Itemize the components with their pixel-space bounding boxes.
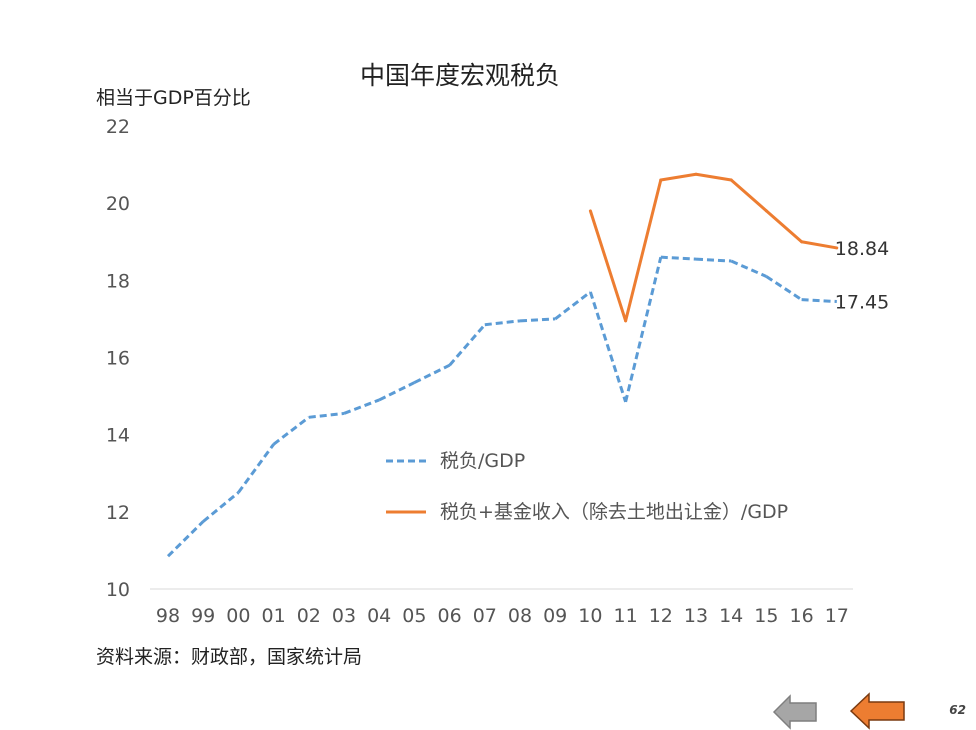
y-tick-label: 14 — [106, 425, 130, 447]
series-1-segment — [729, 178, 768, 213]
series-0-segment — [588, 291, 628, 403]
forward-arrow-button[interactable] — [849, 692, 905, 730]
series-1-segment — [588, 209, 628, 323]
x-tick-label: 08 — [508, 605, 532, 627]
series-0-segment — [202, 491, 240, 523]
legend-label-0: 税负/GDP — [440, 450, 525, 472]
series-1-segment — [694, 172, 733, 182]
x-tick-label: 14 — [719, 605, 743, 627]
y-tick-label: 20 — [106, 193, 130, 215]
x-tick-label: 16 — [790, 605, 814, 627]
x-tick-label: 00 — [226, 605, 250, 627]
x-tick-label: 04 — [367, 605, 391, 627]
x-tick-label: 03 — [332, 605, 356, 627]
series-layer — [166, 172, 839, 558]
back-arrow-icon — [772, 694, 817, 730]
series-1-segment — [764, 209, 804, 244]
legend: 税负/GDP 税负+基金收入（除去土地出让金）/GDP — [386, 450, 788, 523]
page-number: 62 — [949, 703, 966, 717]
series-1-segment — [624, 178, 663, 323]
series-1-segment — [659, 172, 698, 182]
data-label-0: 18.84 — [835, 238, 889, 260]
series-0-segment — [343, 398, 380, 415]
y-axis-ticks: 10 12 14 16 18 20 22 — [106, 116, 130, 601]
series-0-segment — [554, 290, 592, 321]
x-tick-label: 02 — [297, 605, 321, 627]
series-1-segment — [800, 240, 839, 250]
series-0-segment — [166, 520, 205, 558]
series-0-segment — [308, 411, 345, 419]
series-0-segment — [448, 323, 486, 367]
series-0-segment — [378, 381, 416, 402]
series-0-segment — [237, 443, 275, 494]
series-0-segment — [730, 259, 768, 278]
x-tick-label: 06 — [438, 605, 462, 627]
data-label-1: 17.45 — [835, 292, 889, 314]
x-tick-label: 98 — [156, 605, 180, 627]
x-tick-label: 17 — [825, 605, 849, 627]
x-tick-label: 13 — [684, 605, 708, 627]
x-tick-label: 09 — [543, 605, 567, 627]
series-0-segment — [413, 363, 451, 384]
series-0-segment — [765, 275, 803, 301]
back-arrow-button[interactable] — [772, 694, 817, 730]
series-0-segment — [272, 416, 310, 446]
x-tick-label: 05 — [402, 605, 426, 627]
y-axis-label: 相当于GDP百分比 — [96, 87, 251, 109]
y-tick-label: 22 — [106, 116, 130, 138]
x-tick-label: 10 — [578, 605, 602, 627]
x-tick-label: 01 — [262, 605, 286, 627]
x-tick-label: 11 — [614, 605, 638, 627]
series-0-segment — [660, 255, 697, 261]
y-tick-label: 10 — [106, 579, 130, 601]
series-0-segment — [484, 319, 521, 327]
series-0-segment — [695, 257, 732, 263]
legend-item-0: 税负/GDP — [386, 450, 525, 472]
legend-item-1: 税负+基金收入（除去土地出让金）/GDP — [386, 501, 788, 523]
y-tick-label: 16 — [106, 348, 130, 370]
series-0-segment — [624, 256, 663, 403]
legend-label-1: 税负+基金收入（除去土地出让金）/GDP — [440, 501, 788, 523]
x-tick-label: 07 — [473, 605, 497, 627]
series-0-segment — [519, 317, 556, 323]
data-labels: 18.84 17.45 — [835, 238, 889, 314]
series-0-segment — [801, 298, 837, 304]
x-tick-label: 15 — [754, 605, 778, 627]
orange-arrow-icon — [849, 692, 905, 730]
x-tick-label: 12 — [649, 605, 673, 627]
x-axis-ticks: 98 99 00 01 02 03 04 05 06 07 08 09 10 11 12 13 14 15 16 17 — [156, 605, 849, 627]
source-note: 资料来源：财政部，国家统计局 — [96, 646, 362, 668]
x-tick-label: 99 — [191, 605, 215, 627]
y-tick-label: 12 — [106, 502, 130, 524]
chart-title: 中国年度宏观税负 — [360, 61, 560, 90]
y-tick-label: 18 — [106, 270, 130, 292]
